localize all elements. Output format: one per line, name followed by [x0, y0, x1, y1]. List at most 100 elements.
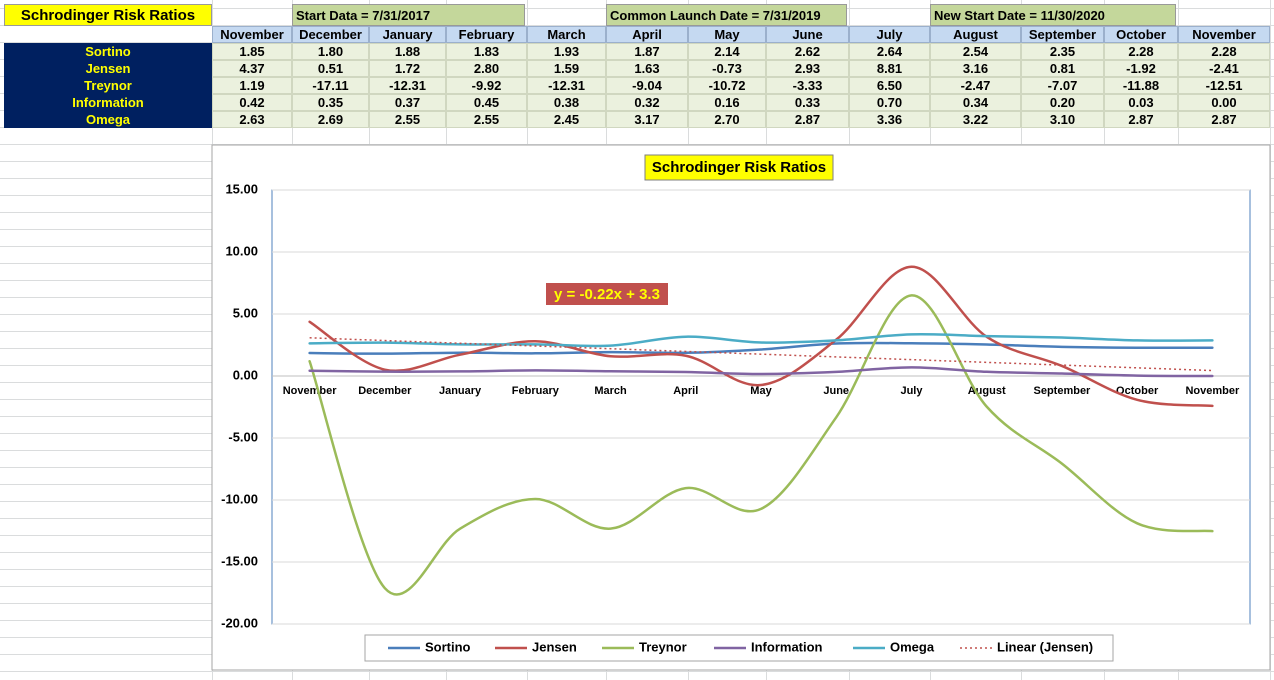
- table-cell: 0.51: [292, 60, 369, 77]
- x-tick-label: July: [900, 385, 923, 397]
- legend-label: Linear (Jensen): [997, 639, 1093, 654]
- series-line: [308, 265, 1214, 408]
- table-cell: 1.59: [527, 60, 606, 77]
- table-cell: 2.54: [930, 43, 1021, 60]
- x-tick-label: June: [823, 385, 849, 397]
- table-cell: 2.87: [1104, 111, 1178, 128]
- date-header: Start Data = 7/31/2017: [292, 4, 525, 26]
- chart-title-box: [644, 154, 834, 181]
- table-cell: 0.03: [1104, 94, 1178, 111]
- table-cell: 1.80: [292, 43, 369, 60]
- table-cell: -17.11: [292, 77, 369, 94]
- series-line: [308, 332, 1214, 348]
- table-cell: 2.63: [212, 111, 292, 128]
- table-cell: 1.19: [212, 77, 292, 94]
- column-header: July: [849, 26, 930, 43]
- table-cell: 2.28: [1104, 43, 1178, 60]
- table-cell: 2.87: [1178, 111, 1270, 128]
- x-tick-label: February: [512, 385, 560, 397]
- table-cell: 3.16: [930, 60, 1021, 77]
- y-tick-label: -15.00: [221, 553, 258, 568]
- table-cell: -10.72: [688, 77, 766, 94]
- table-cell: -7.07: [1021, 77, 1104, 94]
- y-tick-label: -5.00: [228, 429, 258, 444]
- table-cell: 2.69: [292, 111, 369, 128]
- trendline-equation: y = -0.22x + 3.3: [554, 286, 660, 303]
- table-cell: 2.70: [688, 111, 766, 128]
- table-cell: 1.72: [369, 60, 446, 77]
- table-cell: 4.37: [212, 60, 292, 77]
- table-cell: -12.31: [527, 77, 606, 94]
- x-tick-label: March: [594, 385, 627, 397]
- column-header: September: [1021, 26, 1104, 43]
- series-line: [308, 294, 1214, 596]
- table-cell: 2.64: [849, 43, 930, 60]
- legend-label: Treynor: [639, 639, 687, 654]
- table-cell: 1.93: [527, 43, 606, 60]
- column-header: January: [369, 26, 446, 43]
- table-cell: 0.35: [292, 94, 369, 111]
- table-cell: 2.55: [446, 111, 527, 128]
- x-tick-label: November: [1185, 385, 1240, 397]
- table-cell: -12.31: [369, 77, 446, 94]
- column-header: May: [688, 26, 766, 43]
- legend-label: Jensen: [532, 639, 577, 654]
- table-cell: 0.00: [1178, 94, 1270, 111]
- table-cell: -1.92: [1104, 60, 1178, 77]
- column-header: June: [766, 26, 849, 43]
- y-tick-label: 0.00: [233, 367, 258, 382]
- table-cell: 2.28: [1178, 43, 1270, 60]
- table-cell: 1.88: [369, 43, 446, 60]
- chart-frame: [211, 144, 1271, 671]
- table-cell: 3.22: [930, 111, 1021, 128]
- table-cell: 0.34: [930, 94, 1021, 111]
- x-tick-label: December: [358, 385, 412, 397]
- column-header: November: [212, 26, 292, 43]
- table-cell: 6.50: [849, 77, 930, 94]
- date-header: New Start Date = 11/30/2020: [930, 4, 1176, 26]
- table-cell: 1.63: [606, 60, 688, 77]
- column-header: February: [446, 26, 527, 43]
- table-cell: 3.36: [849, 111, 930, 128]
- trendline: [309, 337, 1213, 372]
- table-cell: 0.81: [1021, 60, 1104, 77]
- y-tick-label: 5.00: [233, 305, 258, 320]
- table-cell: -9.92: [446, 77, 527, 94]
- x-tick-label: January: [439, 385, 482, 397]
- column-header: October: [1104, 26, 1178, 43]
- table-cell: -0.73: [688, 60, 766, 77]
- date-header: Common Launch Date = 7/31/2019: [606, 4, 847, 26]
- table-cell: -3.33: [766, 77, 849, 94]
- row-label: Sortino: [4, 43, 212, 60]
- table-cell: 0.42: [212, 94, 292, 111]
- table-cell: 3.10: [1021, 111, 1104, 128]
- series-line: [308, 341, 1214, 355]
- x-tick-label: September: [1033, 385, 1091, 397]
- y-tick-label: 10.00: [225, 243, 258, 258]
- x-tick-label: April: [673, 385, 698, 397]
- x-tick-label: November: [283, 385, 338, 397]
- row-label: Jensen: [4, 60, 212, 77]
- x-tick-label: October: [1116, 385, 1159, 397]
- column-header: March: [527, 26, 606, 43]
- table-cell: 0.37: [369, 94, 446, 111]
- sheet-title: Schrodinger Risk Ratios: [4, 4, 212, 26]
- legend-label: Sortino: [425, 639, 471, 654]
- table-cell: 2.45: [527, 111, 606, 128]
- table-cell: -11.88: [1104, 77, 1178, 94]
- table-cell: 0.32: [606, 94, 688, 111]
- column-header: November: [1178, 26, 1270, 43]
- table-cell: 2.14: [688, 43, 766, 60]
- table-cell: 0.16: [688, 94, 766, 111]
- y-tick-label: -10.00: [221, 491, 258, 506]
- table-cell: 1.83: [446, 43, 527, 60]
- legend-label: Information: [751, 639, 823, 654]
- column-header: December: [292, 26, 369, 43]
- table-cell: 2.35: [1021, 43, 1104, 60]
- y-tick-label: -20.00: [221, 615, 258, 630]
- table-cell: 3.17: [606, 111, 688, 128]
- table-cell: 1.87: [606, 43, 688, 60]
- legend-label: Omega: [890, 639, 935, 654]
- table-cell: 0.38: [527, 94, 606, 111]
